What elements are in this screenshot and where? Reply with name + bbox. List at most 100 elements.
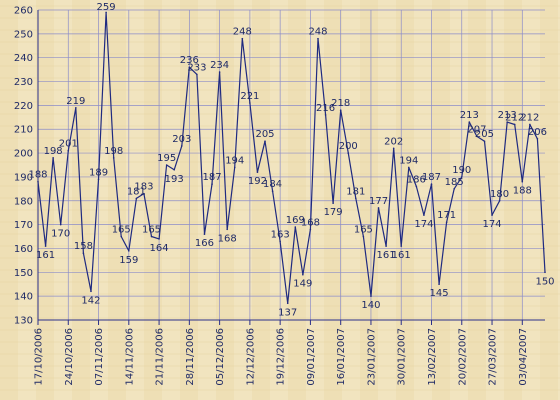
data-label: 202 (384, 136, 403, 147)
x-tick-labels: 17/10/2006 24/10/2006 07/11/2006 14/11/2006… (34, 328, 529, 386)
data-point (196, 73, 198, 76)
y-tick-labels: 130 140 150 160 170 180 190 200 210 220 230 240 250 2… (14, 6, 33, 327)
y-tick-label: 130 (14, 316, 33, 327)
data-label: 207 (467, 124, 486, 135)
data-label: 168 (218, 233, 237, 244)
data-label: 213 (498, 110, 517, 121)
data-label: 185 (445, 177, 464, 188)
data-label: 174 (482, 219, 501, 230)
data-label: 221 (240, 91, 259, 102)
y-tick-label: 150 (14, 268, 33, 279)
y-tick-label: 180 (14, 196, 33, 207)
data-point (52, 157, 54, 159)
data-label: 161 (392, 250, 411, 261)
data-label: 203 (172, 134, 191, 145)
x-tick-label: 05/12/2006 (215, 328, 226, 386)
data-label: 161 (36, 250, 55, 261)
data-point (317, 37, 319, 40)
data-point (158, 238, 160, 240)
data-label: 190 (452, 165, 471, 176)
data-label: 170 (51, 229, 70, 240)
data-point (211, 183, 213, 185)
data-point (165, 164, 168, 166)
y-tick-label: 170 (14, 220, 33, 231)
data-point (180, 145, 183, 147)
y-tick-label: 210 (14, 125, 33, 136)
y-tick-label: 240 (14, 53, 33, 64)
data-label: 187 (202, 172, 221, 183)
data-label: 201 (59, 139, 78, 150)
x-tick-label: 19/12/2006 (276, 328, 287, 386)
data-point (491, 214, 493, 216)
data-point (529, 123, 531, 126)
x-tick-label: 16/01/2007 (336, 328, 347, 386)
data-point (226, 228, 228, 231)
data-point (294, 226, 297, 228)
data-label: 187 (422, 172, 441, 183)
y-tick-label: 260 (14, 6, 33, 17)
data-point (400, 245, 403, 247)
x-tick-label: 21/11/2006 (155, 328, 166, 386)
data-point (271, 190, 274, 193)
data-label: 198 (44, 146, 63, 157)
data-point (128, 250, 130, 252)
data-label: 212 (505, 112, 524, 123)
data-point (476, 135, 478, 138)
series-line (37, 11, 546, 304)
data-label: 188 (513, 186, 532, 197)
data-point (203, 233, 206, 235)
x-tick-label: 17/10/2006 (34, 328, 45, 386)
data-label: 216 (316, 103, 335, 114)
data-label: 181 (127, 186, 146, 197)
data-point (256, 171, 259, 173)
data-point (430, 183, 433, 185)
x-tick-label: 07/11/2006 (94, 328, 105, 386)
data-point (521, 180, 524, 183)
y-tick-label: 200 (14, 149, 33, 160)
data-point (264, 140, 266, 142)
data-point (483, 140, 486, 142)
data-label: 150 (535, 276, 554, 287)
data-label: 233 (187, 62, 206, 73)
data-label: 259 (97, 2, 116, 13)
data-point (423, 214, 425, 216)
data-label: 218 (331, 98, 350, 109)
data-point (370, 295, 372, 297)
x-tick-label: 09/01/2007 (306, 328, 317, 386)
data-label: 198 (104, 146, 123, 157)
x-tick-label: 28/11/2006 (185, 328, 196, 386)
data-point (468, 121, 471, 123)
data-label: 164 (150, 243, 169, 254)
data-label: 193 (165, 174, 184, 185)
data-point (188, 66, 191, 69)
data-point (377, 207, 380, 209)
y-tick-label: 140 (14, 292, 33, 303)
data-label: 149 (293, 279, 312, 290)
y-tick-label: 250 (14, 29, 33, 40)
data-point (385, 245, 387, 247)
data-label: 180 (490, 189, 509, 200)
data-label: 140 (361, 300, 380, 311)
data-point (498, 199, 501, 202)
data-label: 166 (195, 238, 214, 249)
y-tick-label: 160 (14, 244, 33, 255)
data-label: 184 (263, 179, 282, 190)
data-label: 177 (369, 196, 388, 207)
data-label: 163 (271, 229, 290, 240)
data-label: 171 (437, 210, 456, 221)
data-label: 165 (142, 225, 161, 236)
data-point (150, 235, 153, 238)
data-label: 234 (210, 60, 229, 71)
data-point (59, 223, 62, 226)
data-point (407, 166, 410, 169)
data-point (438, 283, 440, 286)
data-point (355, 197, 357, 200)
data-label: 137 (278, 307, 297, 318)
data-label: 159 (119, 255, 138, 266)
data-label: 206 (528, 127, 547, 138)
data-label: 194 (399, 155, 418, 166)
data-point (453, 188, 455, 190)
x-tick-label: 30/01/2007 (397, 328, 408, 386)
